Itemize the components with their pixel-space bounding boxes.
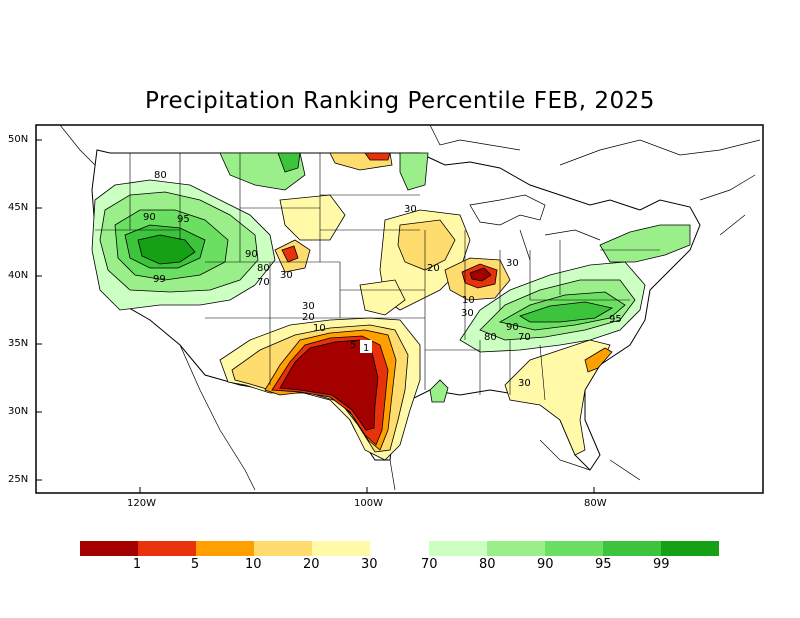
legend-swatch-dry [138,541,196,556]
legend-label: 1 [132,557,142,572]
contour-label: 1 [363,343,369,354]
legend-swatch-dry [80,541,138,556]
wet-region-west-99 [137,234,196,265]
dry-region-southeast [504,339,611,456]
lat-label: 35N [8,338,29,349]
lat-label: 45N [8,202,29,213]
lon-label: 100W [354,498,383,509]
lat-ticks [36,139,42,481]
contour-label: 90 [506,322,519,333]
contour-label: 99 [153,274,166,285]
contour-label: 30 [518,378,531,389]
dry-region-southeast-10 [584,347,613,373]
contour-labels: 80 90 95 99 90 80 70 30 30 20 30 30 10 3… [143,170,622,389]
legend-label: 95 [595,557,612,572]
legend-swatch-dry [312,541,370,556]
lat-label: 40N [8,270,29,281]
contour-label: 30 [404,204,417,215]
lat-label: 25N [8,474,29,485]
contour-label: 70 [518,332,531,343]
legend-swatch-wet [603,541,661,556]
wet-region-east-95 [519,301,614,323]
dry-region-midwest-20 [397,219,456,271]
legend-label: 10 [245,557,262,572]
legend-label: 70 [421,557,438,572]
legend-swatch-wet [661,541,719,556]
legend-colorbar [80,541,719,556]
canada-coast [59,124,761,236]
dry-region-1 [279,339,379,431]
lon-label: 120W [127,498,156,509]
lon-label: 80W [584,498,607,509]
lat-label: 30N [8,406,29,417]
legend-label: 20 [303,557,320,572]
contour-label: 10 [313,323,326,334]
legend-swatch-wet [429,541,487,556]
contour-label: 20 [302,312,315,323]
legend-label: 30 [361,557,378,572]
lon-ticks [139,487,595,493]
great-lakes [469,194,601,261]
contour-label: 30 [461,308,474,319]
dry-region-colorado-5 [281,245,299,263]
legend-label: 5 [190,557,200,572]
dry-region-illinois-1 [469,267,492,282]
legend-swatch-dry [196,541,254,556]
wet-region-montana-95 [277,152,301,173]
legend-swatch-wet [487,541,545,556]
wet-region-north-mn [399,152,429,191]
contour-label: 80 [154,170,167,181]
contour-label: 90 [245,249,258,260]
dry-region-kansas [359,279,406,316]
contour-label: 95 [609,314,622,325]
contour-label: 10 [462,295,475,306]
contour-label: 95 [177,214,190,225]
state-lines [95,153,660,401]
contour-label: 30 [302,301,315,312]
wet-region-northeast [599,224,691,263]
contour-label: 80 [257,263,270,274]
wet-region-gulf [429,379,449,403]
contour-label: 90 [143,212,156,223]
contour-label: 30 [506,258,519,269]
lat-label: 50N [8,134,29,145]
contour-label: 20 [427,263,440,274]
mexico-coast [179,344,641,491]
legend-swatch-wet [545,541,603,556]
legend-label: 90 [537,557,554,572]
legend-swatch-dry [254,541,312,556]
contour-label-box [360,340,372,353]
map-title: Precipitation Ranking Percentile FEB, 20… [145,88,655,114]
legend-label: 99 [653,557,670,572]
contour-label: 80 [484,332,497,343]
contour-label: 70 [257,277,270,288]
dry-region-north-border-5 [364,152,391,161]
contour-label: 30 [280,270,293,281]
contour-label: 5 [350,340,356,351]
legend-label: 80 [479,557,496,572]
